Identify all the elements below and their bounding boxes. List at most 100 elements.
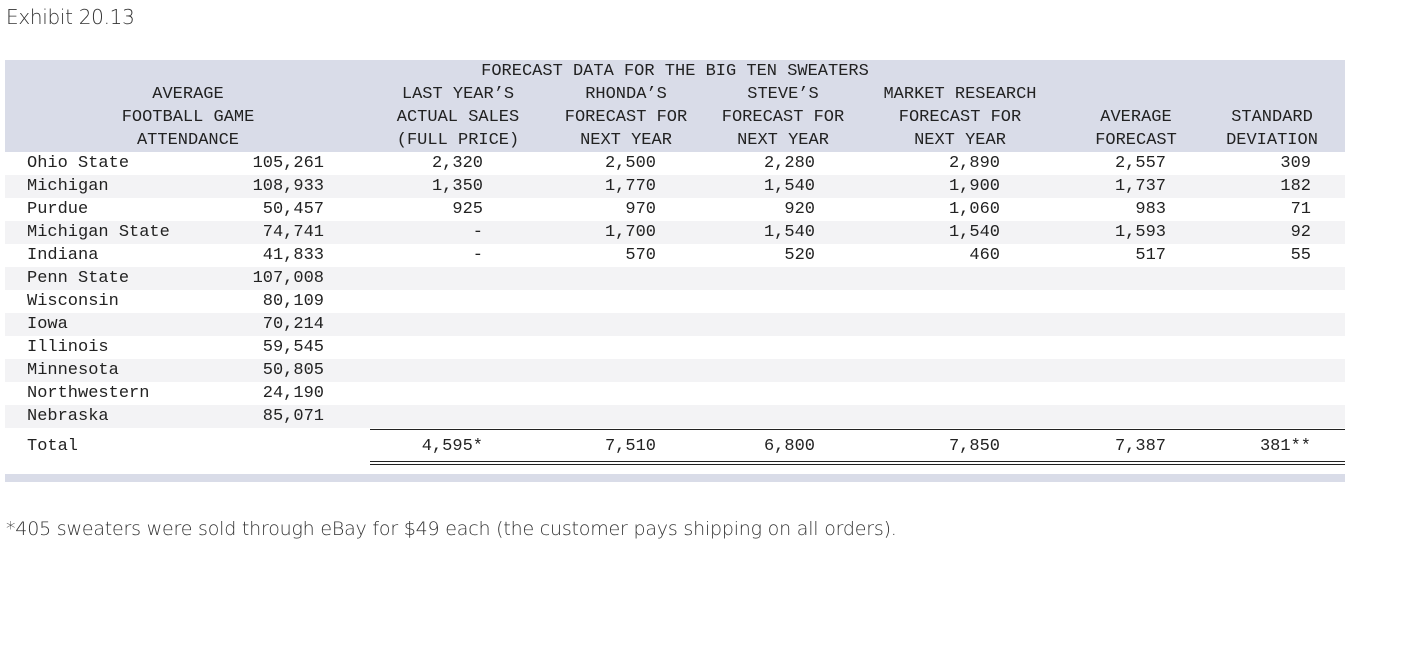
team-name: Purdue — [27, 200, 89, 219]
column-header: STANDARD DEVIATION — [1207, 83, 1337, 152]
table-cell: 2,557 — [1114, 154, 1166, 173]
column-header-line: FORECAST — [1095, 131, 1177, 150]
table-row: Northwestern 24,190 — [5, 382, 1345, 405]
table-cell: 182 — [1280, 177, 1311, 196]
table-cell: 309 — [1280, 154, 1311, 173]
column-header-line: STANDARD — [1231, 108, 1313, 127]
column-header: AVERAGE FOOTBALL GAME ATTENDANCE — [108, 83, 268, 152]
table-cell: 80,109 — [262, 292, 324, 311]
table-cell: 1,770 — [604, 177, 656, 196]
forecast-table: FORECAST DATA FOR THE BIG TEN SWEATERS A… — [5, 60, 1345, 482]
table-row: Ohio State 105,261 2,320 2,500 2,280 2,890 2,5… — [5, 152, 1345, 175]
total-rule-double-2 — [370, 464, 1345, 465]
team-name: Michigan — [27, 177, 109, 196]
total-label: Total — [27, 437, 79, 456]
total-rule-double-1 — [370, 461, 1345, 462]
team-name: Ohio State — [27, 154, 130, 173]
table-cell: 108,933 — [252, 177, 324, 196]
table-cell: 70,214 — [262, 315, 324, 334]
table-cell: 55 — [1290, 246, 1311, 265]
table-cell: 1,350 — [431, 177, 483, 196]
column-header-line: ATTENDANCE — [136, 131, 240, 150]
team-name: Northwestern — [27, 384, 150, 403]
table-cell: 107,008 — [252, 269, 324, 288]
table-cell: 59,545 — [262, 338, 324, 357]
column-header-line: (FULL PRICE) — [396, 131, 520, 150]
total-cell: 381** — [1259, 437, 1311, 456]
table-row: Illinois 59,545 — [5, 336, 1345, 359]
table-cell: 1,593 — [1114, 223, 1166, 242]
team-name: Nebraska — [27, 407, 109, 426]
table-cell: - — [472, 223, 483, 242]
column-header: AVERAGE FORECAST — [1076, 83, 1196, 152]
total-rule-top — [370, 429, 1345, 430]
total-cell: 4,595* — [421, 437, 483, 456]
table-row: Michigan State 74,741 - 1,700 1,540 1,540 1,59… — [5, 221, 1345, 244]
column-header: RHONDA’S FORECAST FOR NEXT YEAR — [546, 83, 706, 152]
table-row: Wisconsin 80,109 — [5, 290, 1345, 313]
team-name: Indiana — [27, 246, 99, 265]
table-cell: 1,540 — [948, 223, 1000, 242]
column-header-line: DEVIATION — [1226, 131, 1318, 150]
column-header: MARKET RESEARCH FORECAST FOR NEXT YEAR — [860, 83, 1060, 152]
table-cell: 517 — [1135, 246, 1166, 265]
column-header-line: RHONDA’S — [585, 85, 667, 104]
table-cell: 50,805 — [262, 361, 324, 380]
team-name: Minnesota — [27, 361, 119, 380]
total-cell: 7,850 — [948, 437, 1000, 456]
table-cell: 71 — [1290, 200, 1311, 219]
table-cell: 2,500 — [604, 154, 656, 173]
table-cell: 2,280 — [763, 154, 815, 173]
column-header-line: AVERAGE — [1100, 108, 1172, 127]
table-cell: 2,890 — [948, 154, 1000, 173]
table-row: Purdue 50,457 925 970 920 1,060 983 71 — [5, 198, 1345, 221]
table-cell: 983 — [1135, 200, 1166, 219]
table-bottom-band — [5, 474, 1345, 482]
column-header-line: FORECAST FOR — [721, 108, 845, 127]
total-cell: 6,800 — [763, 437, 815, 456]
table-cell: 41,833 — [262, 246, 324, 265]
table-cell: 1,900 — [948, 177, 1000, 196]
footnote: *405 sweaters were sold through eBay for… — [6, 518, 897, 540]
exhibit-title: Exhibit 20.13 — [6, 5, 135, 29]
table-cell: 570 — [625, 246, 656, 265]
table-cell: 920 — [784, 200, 815, 219]
table-cell: 460 — [969, 246, 1000, 265]
table-cell: 970 — [625, 200, 656, 219]
table-cell: 1,540 — [763, 223, 815, 242]
team-name: Michigan State — [27, 223, 170, 242]
table-cell: 24,190 — [262, 384, 324, 403]
table-row: Michigan 108,933 1,350 1,770 1,540 1,900 1,737… — [5, 175, 1345, 198]
table-cell: 1,540 — [763, 177, 815, 196]
table-cell: - — [472, 246, 483, 265]
team-name: Wisconsin — [27, 292, 119, 311]
table-row: Penn State 107,008 — [5, 267, 1345, 290]
table-cell: 2,320 — [431, 154, 483, 173]
column-header-line: ACTUAL SALES — [396, 108, 520, 127]
column-header-line: FORECAST FOR — [898, 108, 1022, 127]
team-name: Iowa — [27, 315, 68, 334]
column-header-line: NEXT YEAR — [737, 131, 829, 150]
team-name: Illinois — [27, 338, 109, 357]
table-header-band — [5, 60, 1345, 152]
table-row: Nebraska 85,071 — [5, 405, 1345, 428]
table-row: Iowa 70,214 — [5, 313, 1345, 336]
column-header-line: STEVE’S — [747, 85, 819, 104]
column-header-line: AVERAGE — [152, 85, 224, 104]
table-cell: 74,741 — [262, 223, 324, 242]
column-header-line: LAST YEAR’S — [401, 85, 515, 104]
column-header-line: FORECAST FOR — [564, 108, 688, 127]
table-cell: 1,737 — [1114, 177, 1166, 196]
column-header: LAST YEAR’S ACTUAL SALES (FULL PRICE) — [378, 83, 538, 152]
column-header-line: NEXT YEAR — [914, 131, 1006, 150]
column-header-line: FOOTBALL GAME — [121, 108, 255, 127]
total-cell: 7,387 — [1114, 437, 1166, 456]
total-cell: 7,510 — [604, 437, 656, 456]
total-row: Total 4,595* 7,510 6,800 7,850 7,387 381** — [5, 432, 1345, 462]
table-cell: 1,700 — [604, 223, 656, 242]
table-cell: 105,261 — [252, 154, 324, 173]
table-cell: 520 — [784, 246, 815, 265]
table-row: Indiana 41,833 - 570 520 460 517 55 — [5, 244, 1345, 267]
table-cell: 92 — [1290, 223, 1311, 242]
table-caption: FORECAST DATA FOR THE BIG TEN SWEATERS — [481, 62, 869, 81]
